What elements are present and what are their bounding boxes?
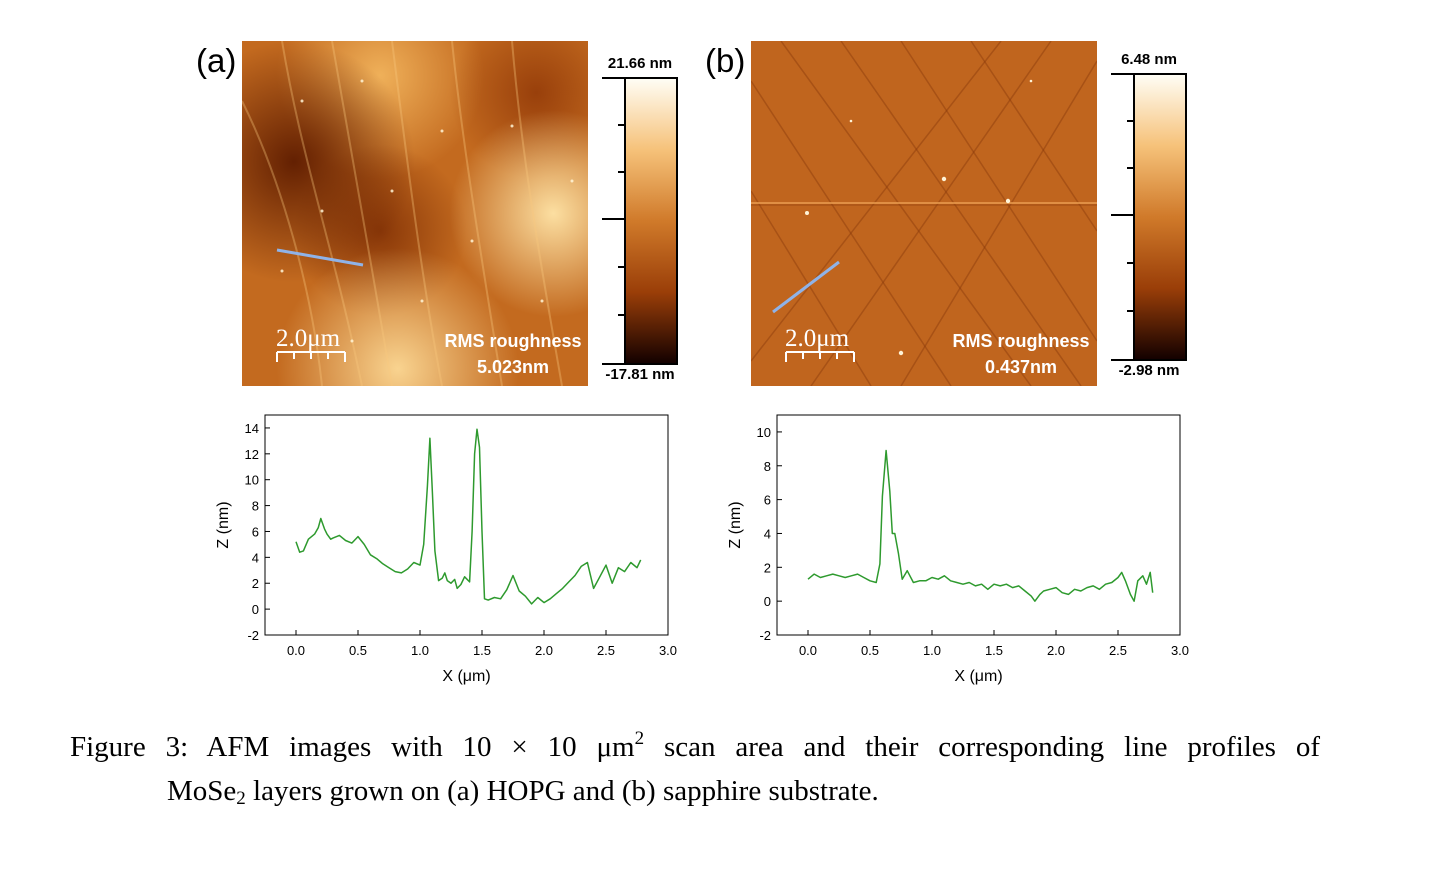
- line-profile-chart-a: 0.0 0.5 1.0 1.5 2.0 2.5 3.0 -2 0 2 4 6 8 10 12 14 X (μm)…: [200, 405, 690, 695]
- line-profile-svg-a: 0.0 0.5 1.0 1.5 2.0 2.5 3.0 -2 0 2 4 6 8 10 12 14 X (μm)…: [215, 414, 677, 685]
- line-profile-chart-b: 0.0 0.5 1.0 1.5 2.0 2.5 3.0 -2 0 2 4 6 8 10 X (μm) Z (n…: [712, 405, 1202, 695]
- x-tick-label: 2.5: [597, 643, 615, 658]
- y-tick-label: 2: [764, 560, 771, 575]
- y-axis-label: Z (nm): [727, 501, 744, 548]
- y-tick-label: 14: [245, 421, 259, 436]
- caption-subscript: 2: [236, 788, 246, 809]
- afm-image-b: [751, 41, 1097, 386]
- y-tick-label: 4: [252, 550, 259, 565]
- y-tick-label: 0: [252, 602, 259, 617]
- x-axis-label: X (μm): [954, 668, 1002, 685]
- panel-a-label: (a): [196, 42, 237, 79]
- colorbar-min-a: -17.81 nm: [605, 366, 675, 383]
- x-tick-label: 2.0: [535, 643, 553, 658]
- rms-title-b: RMS roughness: [952, 331, 1090, 351]
- scan-line-a: [276, 248, 364, 267]
- scalebar-label-a: 2.0μm: [276, 325, 341, 352]
- caption-text-2: scan area and their corresponding line p…: [644, 731, 1320, 763]
- y-tick-label: 4: [764, 526, 771, 541]
- x-axis-label: X (μm): [442, 668, 490, 685]
- rms-value-a: 5.023nm: [476, 357, 550, 377]
- figure-caption-line1: Figure 3: AFM images with 10 × 10 μm2 sc…: [70, 726, 1320, 769]
- scalebar-label-b: 2.0μm: [785, 325, 850, 352]
- x-tick-label: 0.5: [349, 643, 367, 658]
- y-tick-label: 10: [245, 473, 259, 488]
- x-tick-label: 0.0: [287, 643, 305, 658]
- y-tick-label: 6: [764, 493, 771, 508]
- line-profile-svg-b: 0.0 0.5 1.0 1.5 2.0 2.5 3.0 -2 0 2 4 6 8 10 X (μm) Z (n…: [727, 414, 1189, 685]
- scan-line-b: [772, 260, 840, 314]
- x-tick-label: 1.5: [985, 643, 1003, 658]
- colorbar-max-a: 21.66 nm: [607, 55, 673, 72]
- x-tick-label: 3.0: [1171, 643, 1189, 658]
- panel-b-label: (b): [705, 42, 746, 79]
- colorbar-b: [1111, 73, 1187, 361]
- y-axis-label: Z (nm): [215, 501, 232, 548]
- colorbar-min-b: -2.98 nm: [1118, 362, 1180, 379]
- plot-frame: [776, 414, 1181, 636]
- y-tick-label: -2: [247, 628, 259, 643]
- y-tick-label: 12: [245, 447, 259, 462]
- scalebar-a: [276, 351, 346, 362]
- caption-text-1: Figure 3: AFM images with 10 × 10 μm: [70, 731, 635, 763]
- y-tick-label: -2: [759, 628, 771, 643]
- rms-roughness-a: RMS roughness 5.023nm: [433, 328, 593, 380]
- y-tick-label: 10: [757, 425, 771, 440]
- x-tick-label: 1.0: [411, 643, 429, 658]
- caption-superscript: 2: [634, 728, 645, 749]
- y-tick-label: 0: [764, 594, 771, 609]
- y-tick-label: 8: [764, 459, 771, 474]
- x-tick-label: 3.0: [659, 643, 677, 658]
- profile-series-line: [295, 428, 642, 605]
- afm-image-a: [242, 41, 588, 386]
- rms-title-a: RMS roughness: [444, 331, 582, 351]
- plot-frame: [264, 414, 669, 636]
- caption-text-3: MoSe: [167, 775, 237, 807]
- figure-caption-line2: MoSe2 layers grown on (a) HOPG and (b) s…: [167, 770, 879, 813]
- profile-series-line: [807, 449, 1154, 602]
- x-tick-label: 0.5: [861, 643, 879, 658]
- y-tick-label: 2: [252, 576, 259, 591]
- rms-roughness-b: RMS roughness 0.437nm: [941, 328, 1101, 380]
- x-tick-label: 1.0: [923, 643, 941, 658]
- scalebar-b: [785, 351, 855, 362]
- caption-text-4: layers grown on (a) HOPG and (b) sapphir…: [245, 775, 879, 807]
- x-tick-label: 1.5: [473, 643, 491, 658]
- colorbar-max-b: 6.48 nm: [1121, 51, 1177, 68]
- x-tick-label: 2.0: [1047, 643, 1065, 658]
- rms-value-b: 0.437nm: [984, 357, 1058, 377]
- y-tick-label: 6: [252, 524, 259, 539]
- x-tick-label: 2.5: [1109, 643, 1127, 658]
- x-tick-label: 0.0: [799, 643, 817, 658]
- y-tick-label: 8: [252, 499, 259, 514]
- colorbar-a: [602, 77, 678, 365]
